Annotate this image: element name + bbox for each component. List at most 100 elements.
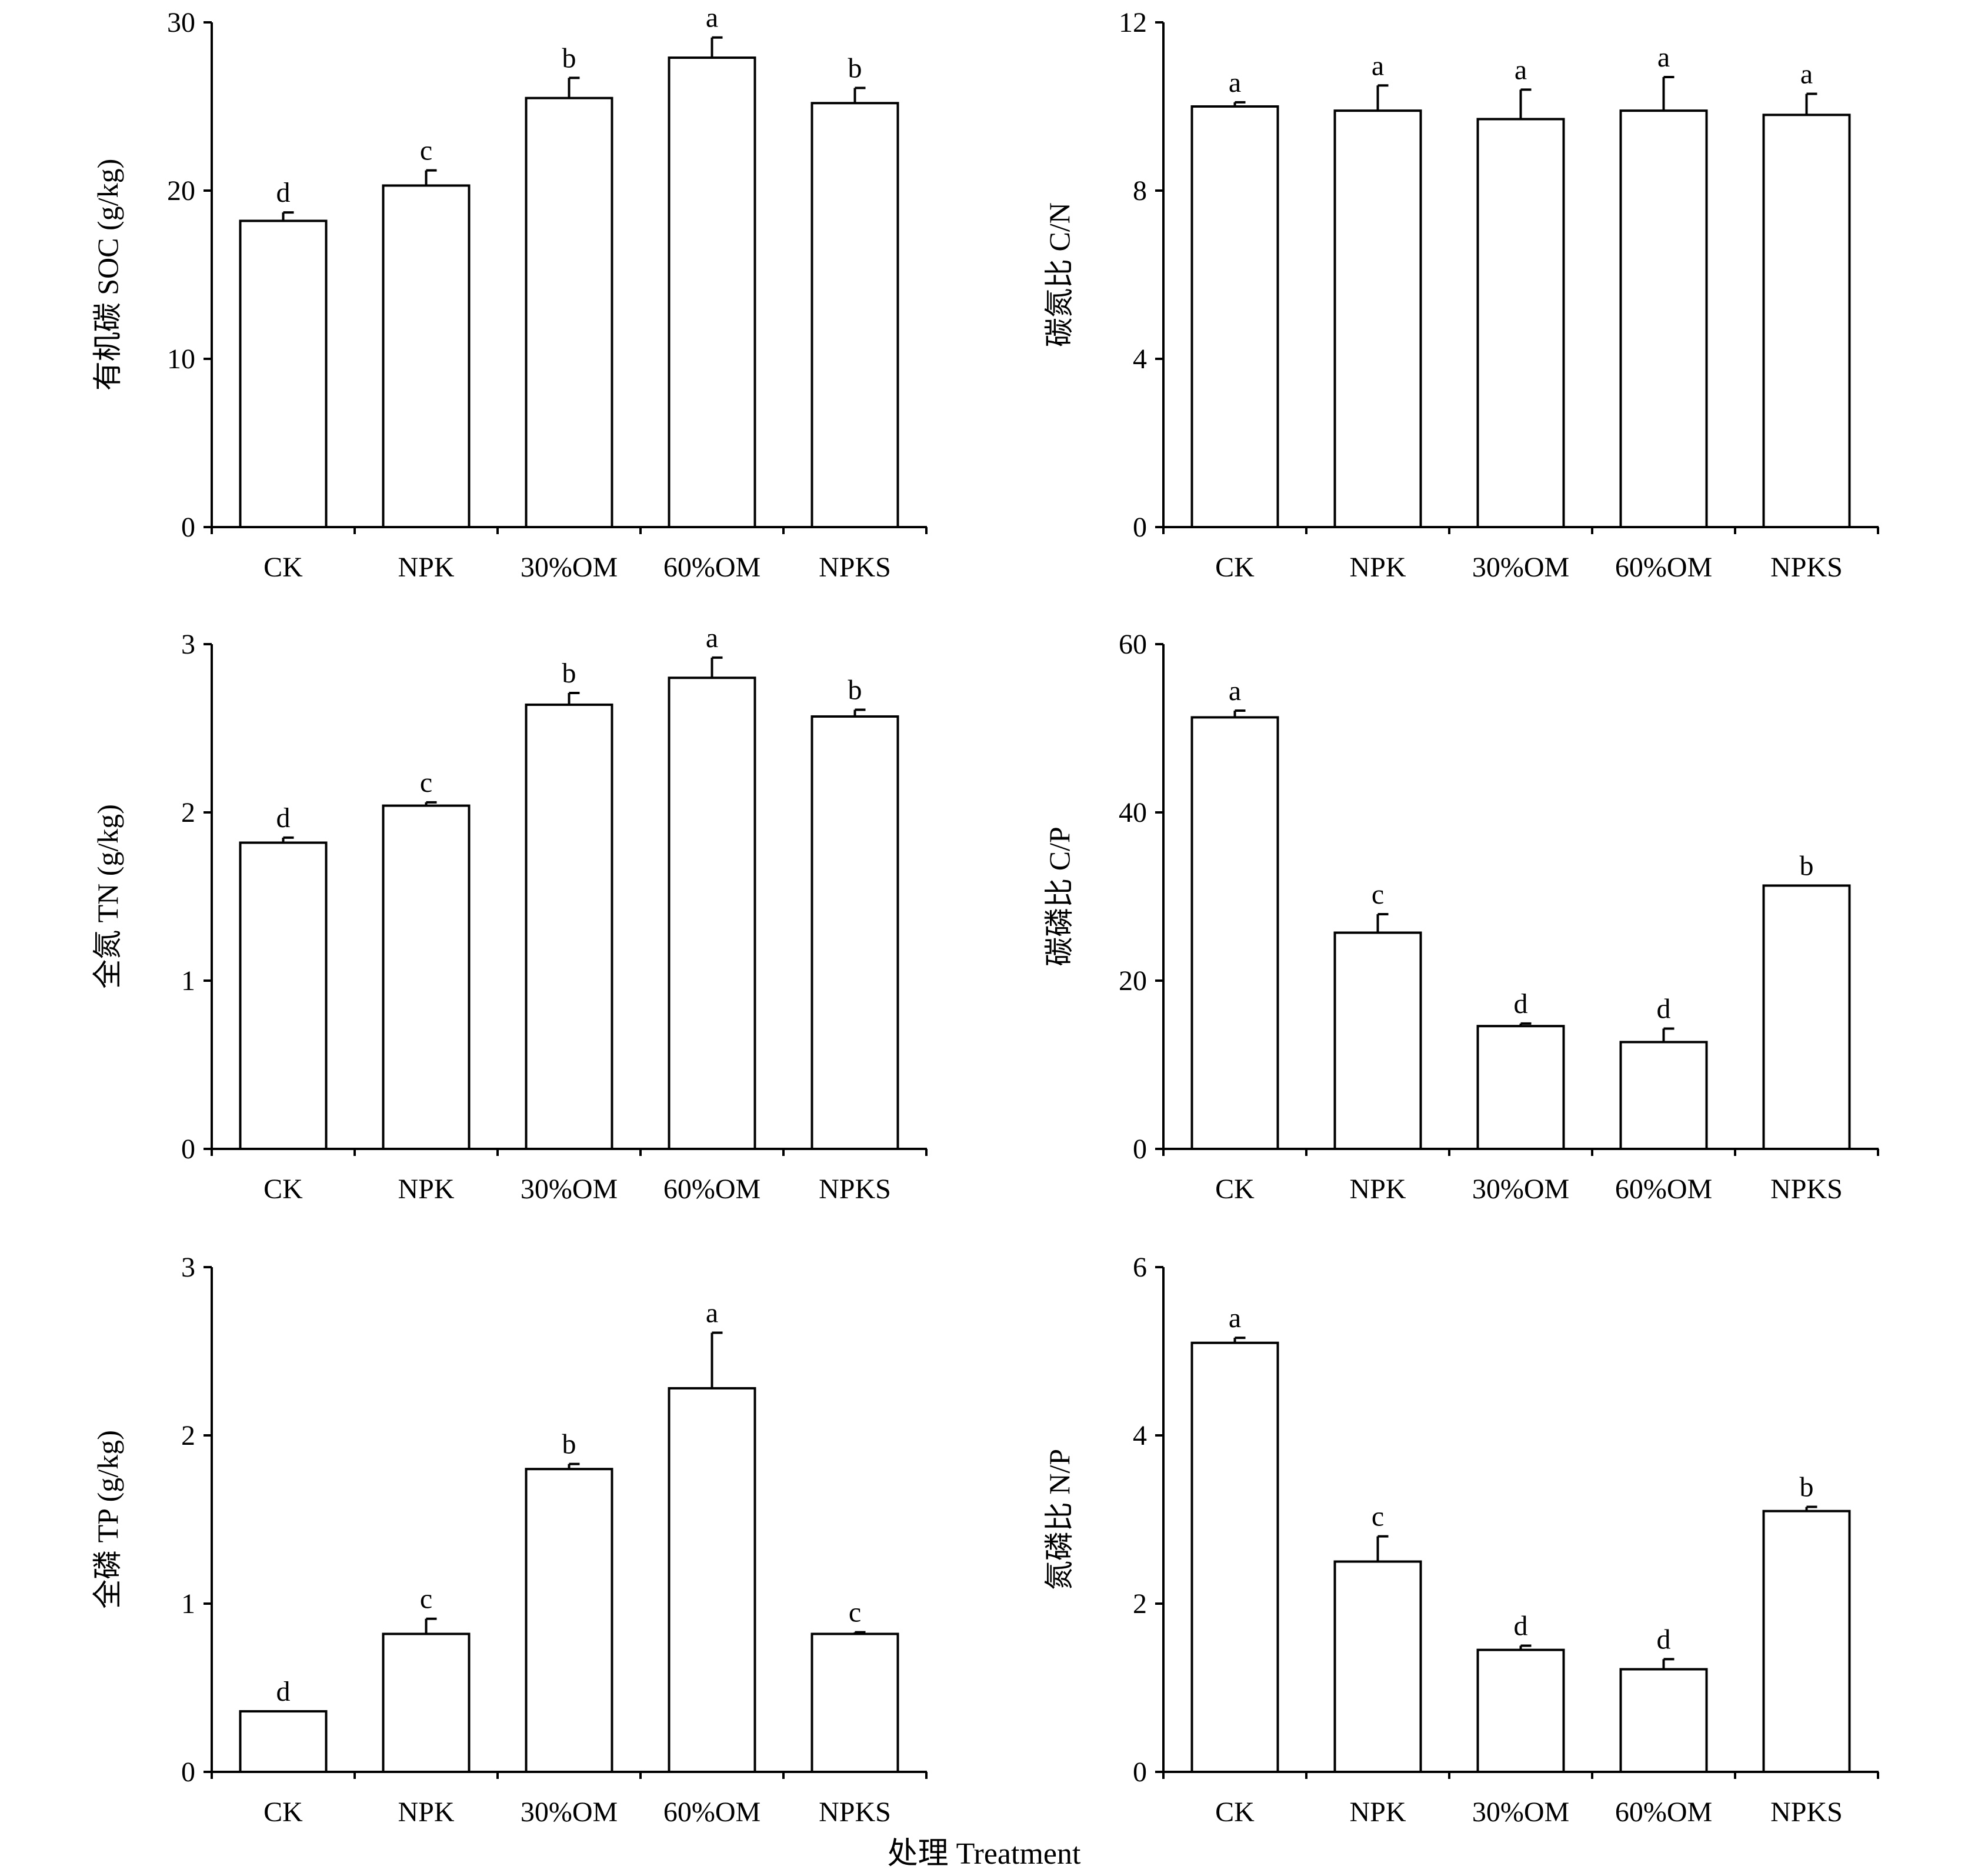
chart-panel-4: 0 20 40 60 碳磷比 C/P a CK c NPK d 30%OM d 60%OM b NPKS	[1043, 629, 1879, 1205]
bar-NPK	[1333, 931, 1422, 1150]
x-tick-label: NPK	[1349, 1797, 1406, 1828]
significance-letter: d	[1514, 1611, 1528, 1642]
y-axis-title: 氮磷比 N/P	[1043, 1449, 1076, 1590]
significance-letter: a	[706, 1298, 718, 1329]
x-tick-label: 60%OM	[1615, 552, 1712, 583]
significance-letter: b	[1800, 850, 1814, 881]
y-tick-label: 1	[181, 1588, 195, 1620]
bar-60%OM	[1619, 1668, 1708, 1774]
bar-CK	[239, 219, 328, 529]
significance-letter: a	[1372, 50, 1384, 81]
bar-CK	[1190, 105, 1279, 528]
x-tick-label: 30%OM	[521, 1797, 618, 1828]
x-tick-label: NPKS	[819, 1174, 891, 1205]
x-tick-label: 60%OM	[663, 552, 760, 583]
x-tick-label: NPK	[1349, 1174, 1406, 1205]
significance-letter: c	[1372, 1501, 1384, 1532]
bar-30%OM	[525, 96, 613, 528]
x-tick-label: NPKS	[1770, 552, 1843, 583]
y-tick-label: 3	[181, 629, 195, 660]
y-tick-label: 0	[1133, 1134, 1147, 1165]
y-tick-label: 8	[1133, 175, 1147, 206]
significance-letter: b	[562, 1429, 576, 1460]
significance-letter: a	[1229, 675, 1241, 707]
significance-letter: c	[1372, 879, 1384, 910]
x-tick-label: 60%OM	[1615, 1174, 1712, 1205]
y-tick-label: 2	[181, 1420, 195, 1451]
y-tick-label: 10	[167, 344, 195, 375]
bar-NPKS	[810, 1632, 899, 1773]
bar-CK	[1190, 1341, 1279, 1773]
x-tick-label: 60%OM	[663, 1174, 760, 1205]
y-tick-label: 3	[181, 1252, 195, 1283]
bar-CK	[239, 1710, 328, 1774]
significance-letter: b	[562, 658, 576, 689]
x-tick-label: 30%OM	[1472, 1797, 1569, 1828]
x-tick-label: 30%OM	[521, 1174, 618, 1205]
bar-60%OM	[1619, 1041, 1708, 1151]
bar-NPKS	[1762, 884, 1851, 1151]
significance-letter: a	[706, 2, 718, 34]
significance-letter: d	[276, 802, 291, 834]
significance-letter: a	[1800, 59, 1813, 90]
y-tick-label: 12	[1119, 7, 1147, 38]
x-tick-label: NPKS	[819, 552, 891, 583]
y-tick-label: 0	[181, 1134, 195, 1165]
y-tick-label: 20	[1119, 965, 1147, 997]
significance-letter: b	[848, 53, 862, 84]
x-tick-label: NPK	[398, 1174, 454, 1205]
x-tick-label: 60%OM	[1615, 1797, 1712, 1828]
x-tick-label: 30%OM	[1472, 552, 1569, 583]
significance-letter: d	[1657, 994, 1671, 1025]
y-tick-label: 40	[1119, 797, 1147, 828]
x-tick-label: NPK	[1349, 552, 1406, 583]
significance-letter: b	[848, 675, 862, 706]
x-tick-label: NPK	[398, 552, 454, 583]
bar-60%OM	[668, 1387, 756, 1773]
y-axis-title: 全磷 TP (g/kg)	[91, 1430, 124, 1609]
significance-letter: c	[420, 1584, 432, 1615]
y-tick-label: 4	[1133, 1420, 1147, 1451]
bar-30%OM	[1476, 1025, 1565, 1150]
y-tick-label: 6	[1133, 1252, 1147, 1283]
significance-letter: b	[1800, 1472, 1814, 1503]
chart-panel-5: 0 1 2 3 全磷 TP (g/kg) d CK c NPK b 30%OM a 60%OM c NPKS	[91, 1252, 928, 1828]
y-tick-label: 2	[181, 797, 195, 828]
bar-30%OM	[1476, 118, 1565, 528]
significance-letter: d	[1657, 1624, 1671, 1655]
chart-panel-6: 0 2 4 6 氮磷比 N/P a CK c NPK d 30%OM d 60%OM b NPKS	[1043, 1252, 1879, 1828]
significance-letter: d	[1514, 988, 1528, 1019]
significance-letter: c	[849, 1597, 861, 1628]
bar-NPK	[382, 1632, 471, 1773]
y-tick-label: 2	[1133, 1588, 1147, 1620]
x-tick-label: CK	[263, 1797, 303, 1828]
bar-NPK	[1333, 109, 1422, 528]
bar-CK	[1190, 716, 1279, 1151]
x-tick-label: CK	[1215, 552, 1255, 583]
chart-panel-1: 0 10 20 30 有机碳 SOC (g/kg) d CK c NPK b 30%OM a 60%OM…	[91, 2, 928, 583]
significance-letter: a	[706, 622, 718, 654]
y-tick-label: 0	[181, 1757, 195, 1788]
bar-60%OM	[1619, 109, 1708, 528]
bar-30%OM	[525, 1468, 613, 1773]
y-tick-label: 0	[1133, 1757, 1147, 1788]
x-tick-label: CK	[263, 1174, 303, 1205]
y-tick-label: 60	[1119, 629, 1147, 660]
x-tick-label: CK	[263, 552, 303, 583]
y-tick-label: 1	[181, 965, 195, 997]
x-tick-label: 30%OM	[1472, 1174, 1569, 1205]
x-tick-label: NPKS	[819, 1797, 891, 1828]
y-axis-title: 碳磷比 C/P	[1043, 827, 1076, 967]
significance-letter: b	[562, 42, 576, 74]
bar-NPKS	[810, 102, 899, 528]
significance-letter: a	[1229, 67, 1241, 98]
x-tick-label: NPK	[398, 1797, 454, 1828]
significance-letter: c	[420, 135, 432, 166]
y-axis-title: 全氮 TN (g/kg)	[91, 804, 124, 989]
significance-letter: d	[276, 1676, 291, 1707]
bar-NPKS	[810, 715, 899, 1150]
x-tick-label: NPKS	[1770, 1797, 1843, 1828]
x-tick-label: CK	[1215, 1797, 1255, 1828]
x-tick-label: 30%OM	[521, 552, 618, 583]
